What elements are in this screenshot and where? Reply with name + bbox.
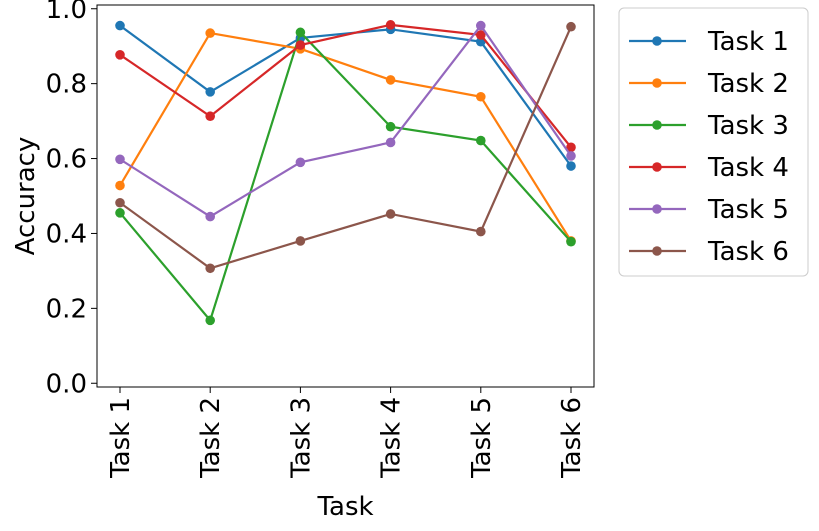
x-tick-label: Task 5 [467, 397, 497, 479]
y-tick-label: 0.8 [46, 70, 87, 100]
legend-marker-3 [652, 120, 662, 130]
x-tick-label: Task 2 [196, 397, 226, 479]
x-tick-label: Task 3 [286, 397, 316, 479]
series-3-point-5 [476, 135, 486, 146]
legend-label-4: Task 4 [707, 153, 789, 183]
legend-label-5: Task 5 [707, 195, 789, 225]
series-3-point-4 [385, 121, 396, 132]
x-tick-label: Task 1 [106, 397, 136, 479]
series-6-point-2 [205, 263, 215, 274]
series-line-6 [119, 26, 573, 270]
series-5-point-5 [476, 20, 486, 31]
series-1-point-6 [566, 161, 576, 171]
series-5-point-2 [205, 211, 215, 222]
series-2-point-2 [205, 28, 215, 38]
series-4-point-2 [205, 111, 215, 122]
series-5-point-3 [295, 157, 306, 168]
series-6-point-3 [295, 236, 306, 246]
legend-marker-2 [652, 78, 662, 88]
series-6-point-1 [115, 197, 125, 208]
series-line-4 [119, 23, 572, 149]
y-tick-label: 0.0 [46, 369, 87, 399]
series-2-point-1 [115, 180, 125, 191]
series-1-point-2 [205, 87, 215, 97]
series-4-point-5 [476, 30, 486, 40]
y-axis-title: Accuracy [11, 137, 41, 256]
series-6-point-6 [566, 21, 576, 32]
legend: Task 1 Task 2 Task 3 Task 4 Task 5 Task 6 [618, 7, 809, 277]
legend-label-2: Task 2 [707, 69, 789, 99]
series-line-2 [119, 31, 572, 242]
legend-marker-4 [652, 162, 662, 172]
series-4-point-3 [295, 40, 306, 50]
legend-marker-1 [652, 36, 662, 46]
series-4-point-4 [385, 20, 396, 30]
series-5-point-4 [385, 137, 396, 148]
series-5-point-1 [115, 154, 125, 165]
series-4-point-1 [115, 50, 125, 60]
series-2-point-4 [385, 75, 396, 85]
series-2-point-5 [476, 91, 486, 102]
series-3-point-6 [566, 236, 576, 247]
legend-label-1: Task 1 [707, 27, 789, 57]
series-1-point-1 [115, 20, 125, 31]
legend-marker-5 [652, 204, 662, 214]
legend-label-6: Task 6 [707, 237, 789, 267]
series-6-point-5 [476, 226, 486, 237]
series-line-5 [119, 23, 572, 218]
series-3-point-1 [115, 208, 125, 218]
x-axis-title: Task [316, 492, 373, 522]
y-tick-label: 0.2 [46, 294, 87, 324]
series-line-3 [119, 30, 572, 323]
y-tick-label: 0.6 [46, 145, 87, 175]
series-6-point-4 [385, 209, 396, 219]
series-3-point-2 [205, 315, 215, 326]
y-tick-label: 0.4 [46, 219, 87, 249]
x-tick-label: Task 4 [377, 397, 407, 479]
plot-frame [96, 4, 595, 388]
series-4-point-6 [566, 142, 576, 153]
legend-marker-6 [652, 246, 662, 256]
series-line-1 [119, 24, 572, 167]
x-tick-label: Task 6 [557, 397, 587, 479]
plot-area [115, 20, 576, 326]
y-tick-label: 1.0 [46, 0, 87, 25]
legend-label-3: Task 3 [707, 111, 789, 141]
series-3-point-3 [295, 27, 306, 38]
series-5-point-6 [566, 151, 576, 161]
